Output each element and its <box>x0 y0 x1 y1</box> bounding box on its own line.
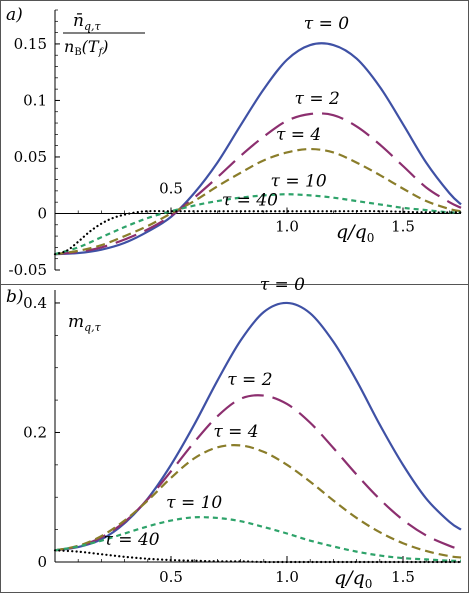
ylabel-denominator-subscript: B <box>74 47 81 58</box>
y-tick-label: 0.4 <box>23 294 47 312</box>
ylabel-numerator: n̄ <box>73 11 84 31</box>
panel-b-plot: 0.4 0.2 0 0.5 1.0 1.5 τ = 0 τ = 2 τ = 4 τ = 10 τ =… <box>23 275 463 586</box>
panel-a: a) n̄q,τ nB(Tf) q/q0 0.150.10.050-0.050.… <box>6 5 463 279</box>
series-annotation-tau10: τ = 10 <box>271 171 327 191</box>
series-annotation-tau2: τ = 2 <box>295 89 340 109</box>
series-line-tau4 <box>54 444 462 559</box>
panel-a-y-axis-label: n̄q,τ nB(Tf) <box>63 11 145 58</box>
series-line-tau40 <box>53 210 463 256</box>
series-annotation-tau4: τ = 4 <box>213 422 258 442</box>
ylabel-denominator-close: ) <box>101 37 108 56</box>
panel-b-xlabel-main: q/q <box>334 567 365 589</box>
panel-b-ylabel-main: m <box>68 312 84 332</box>
series-annotation-tau40: τ = 40 <box>104 530 160 550</box>
panel-b-label: b) <box>6 287 24 307</box>
panel-b-x-axis-label: q/q0 <box>334 567 372 591</box>
panel-a-label: a) <box>6 5 23 25</box>
y-tick-label: -0.05 <box>9 261 47 279</box>
series-line-tau10 <box>54 193 462 256</box>
series-line-tau4 <box>54 147 462 256</box>
panel-a-plot: 0.15 0.1 0.05 0 -0.05 0.5 1.0 1.5 τ = 0 τ = 2 τ = … <box>9 9 463 279</box>
panel-a-xlabel-subscript: 0 <box>367 231 375 245</box>
x-tick-label: 0.5 <box>159 179 183 197</box>
panel-b-xlabel-subscript: 0 <box>365 577 373 591</box>
panel-b-y-axis-label: mq,τ <box>68 312 102 334</box>
x-tick-label: 0.5 <box>159 568 183 586</box>
series-annotation-tau2: τ = 2 <box>227 370 272 390</box>
x-tick-label: 1.5 <box>391 217 415 235</box>
panel-a-x-axis-label: q/q0 <box>336 221 374 245</box>
svg-text:nB(Tf): nB(Tf) <box>64 37 109 58</box>
series-line-tau2 <box>54 112 462 256</box>
panel-b-ylabel-subscript: q,τ <box>84 321 102 334</box>
series-line-tau40 <box>53 549 463 564</box>
y-tick-label: 0.15 <box>14 35 47 53</box>
x-tick-label: 1.0 <box>275 217 299 235</box>
series-annotation-tau40: τ = 40 <box>222 191 278 211</box>
panel-b: b) mq,τ q/q0 0.40.200.5 1.0 1.5τ = 0τ = 2τ… <box>6 275 463 591</box>
x-tick-label: 1.0 <box>275 568 299 586</box>
y-tick-label: 0 <box>37 553 47 571</box>
series-annotation-tau0: τ = 0 <box>304 14 349 34</box>
ylabel-numerator-subscript: q,τ <box>84 20 102 33</box>
x-tick-label: 1.5 <box>391 568 415 586</box>
ylabel-denominator: n <box>64 37 74 56</box>
series-annotation-tau4: τ = 4 <box>276 125 321 145</box>
series-annotation-tau0: τ = 0 <box>260 275 305 295</box>
ylabel-denominator-arg-subscript: f <box>98 47 105 58</box>
series-annotation-tau10: τ = 10 <box>166 493 222 513</box>
y-tick-label: 0.1 <box>23 91 47 109</box>
series-line-tau0 <box>54 42 462 256</box>
svg-text:n̄q,τ: n̄q,τ <box>73 11 101 33</box>
panel-a-xlabel-main: q/q <box>336 221 367 243</box>
ylabel-denominator-arg: (T <box>82 37 100 56</box>
y-tick-label: 0.05 <box>14 148 47 166</box>
y-tick-label: 0 <box>37 204 47 222</box>
y-tick-label: 0.2 <box>23 423 47 441</box>
